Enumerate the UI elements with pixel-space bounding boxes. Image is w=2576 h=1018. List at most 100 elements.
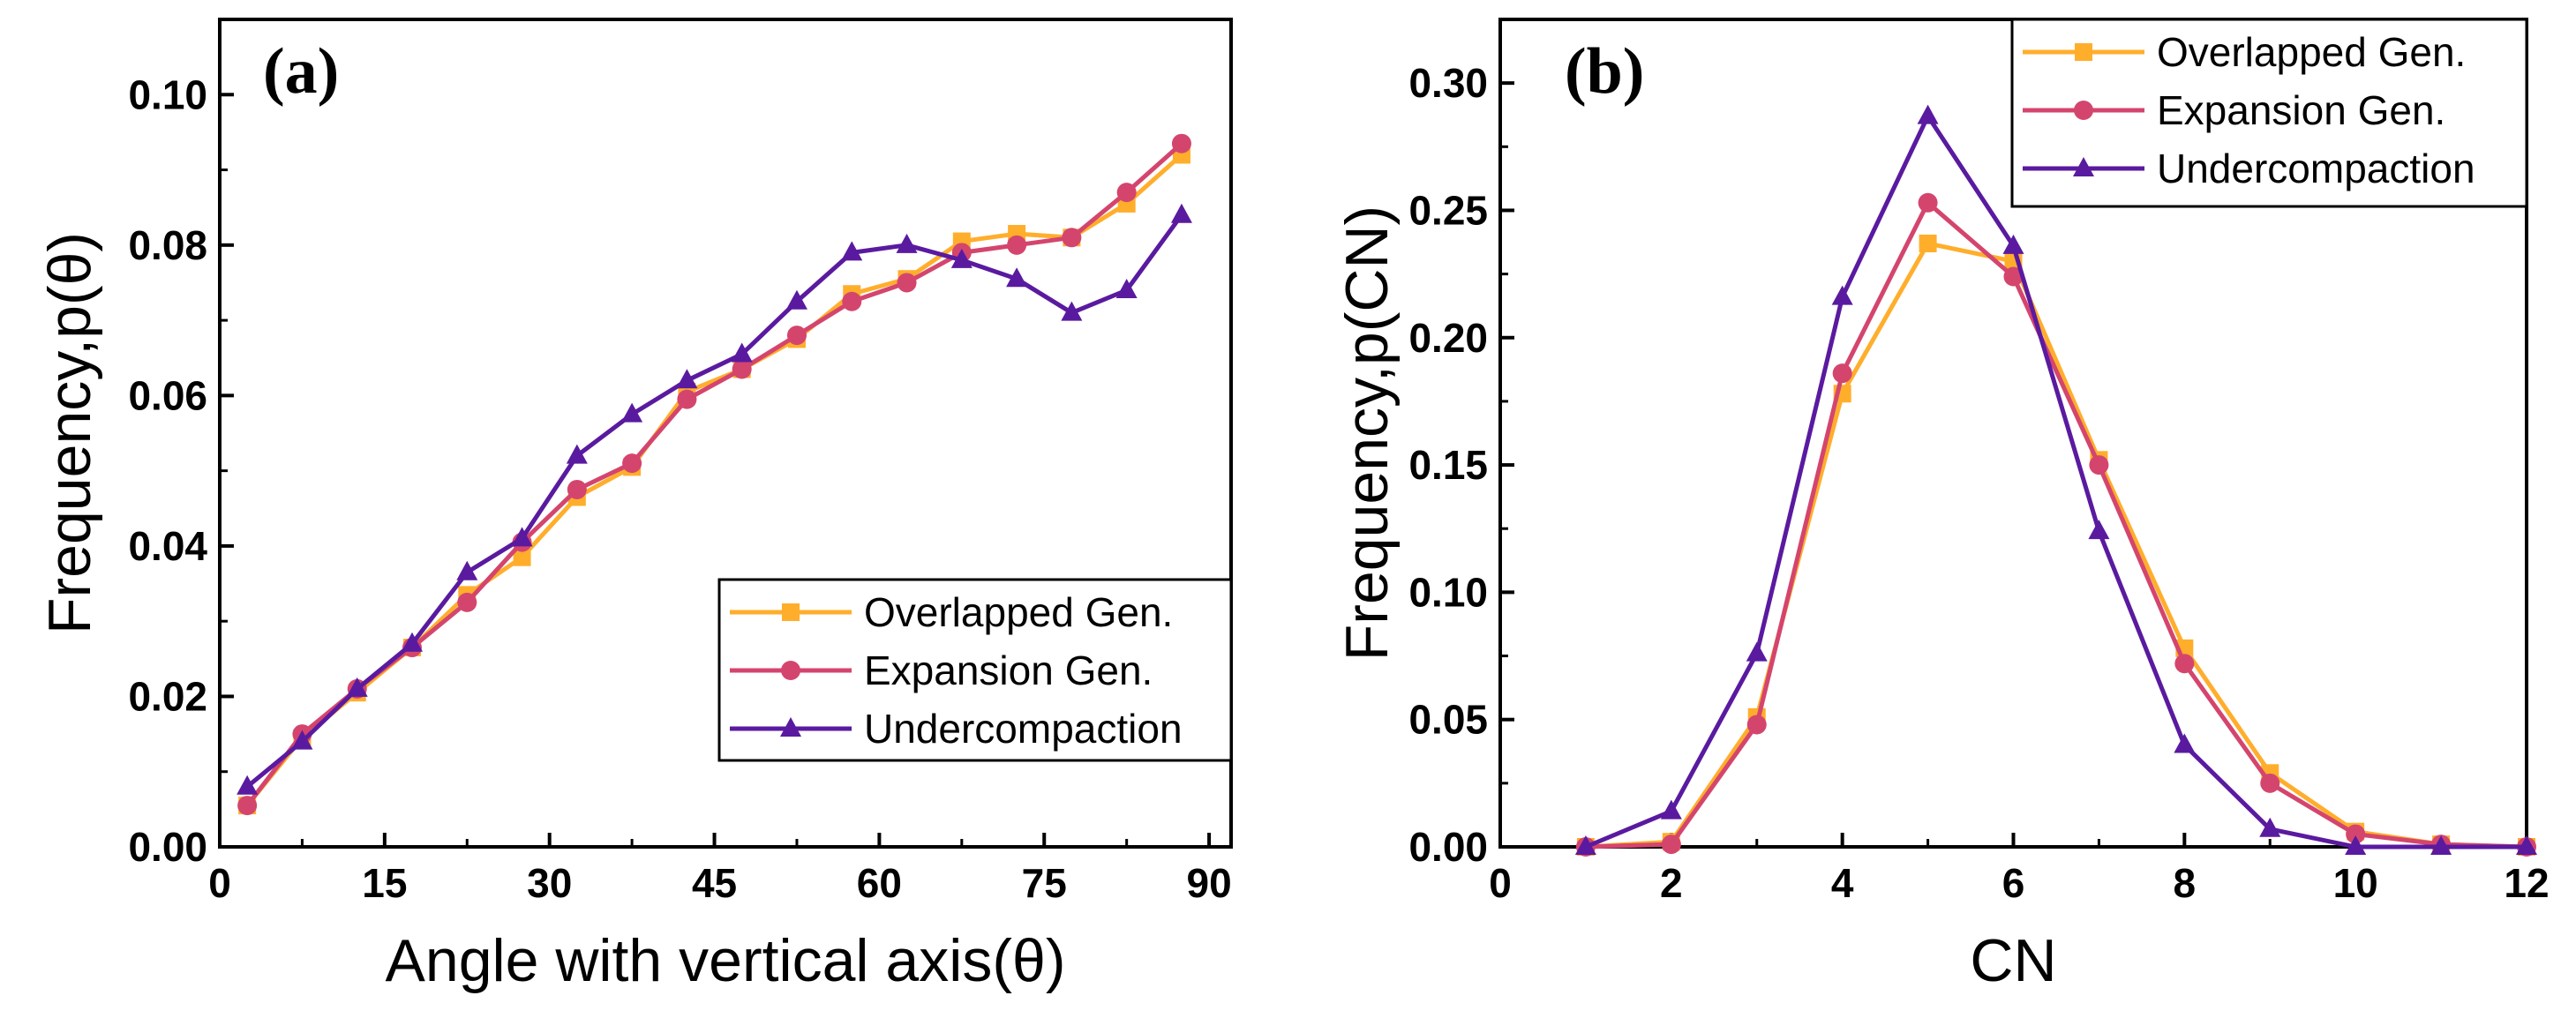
- x-tick-label: 60: [857, 860, 902, 906]
- y-tick-label: 0.02: [128, 673, 207, 719]
- data-point: [1171, 133, 1191, 153]
- legend-label: Overlapped Gen.: [2157, 29, 2466, 75]
- data-point: [1660, 799, 1682, 820]
- data-point: [1062, 228, 1082, 248]
- y-tick-label: 0.15: [1408, 442, 1488, 488]
- data-point: [401, 632, 423, 652]
- data-point: [291, 730, 313, 750]
- data-point: [1574, 835, 1596, 855]
- y-tick-label: 0.20: [1408, 315, 1488, 361]
- data-point: [950, 248, 973, 268]
- y-tick-label: 0.06: [128, 372, 207, 418]
- legend-marker: [781, 661, 800, 680]
- data-point: [785, 289, 807, 310]
- data-point: [346, 677, 368, 697]
- data-point: [2259, 817, 2281, 837]
- legend: Overlapped Gen. Expansion Gen. Undercompac…: [2010, 18, 2528, 208]
- data-point: [237, 796, 258, 816]
- panel-b: 0 2 4 6 8 10 12 0.00 0.05 0.10 0.15 0.20 0.25 0.30 CN F…: [1333, 18, 2550, 994]
- y-axis-label: Frequency,p(θ): [36, 232, 103, 634]
- data-point: [1007, 235, 1027, 255]
- data-point: [731, 342, 753, 363]
- data-point: [2345, 835, 2367, 855]
- data-point: [2089, 455, 2109, 475]
- x-tick-label: 12: [2504, 860, 2549, 906]
- data-point: [511, 527, 533, 547]
- data-point: [2002, 234, 2024, 254]
- data-point: [1006, 267, 1028, 288]
- x-tick-label: 0: [208, 860, 231, 906]
- x-tick-label: 6: [2002, 860, 2025, 906]
- data-point: [2174, 733, 2196, 753]
- plot-frame: [218, 18, 1233, 849]
- data-point: [732, 359, 752, 379]
- data-point: [1115, 278, 1138, 298]
- data-point: [896, 233, 918, 253]
- y-tick-label: 0.00: [1408, 824, 1488, 870]
- x-tick-label: 30: [527, 860, 572, 906]
- data-point: [567, 479, 587, 499]
- x-tick-label: 15: [362, 860, 407, 906]
- data-point: [2003, 266, 2024, 287]
- x-tick-label: 8: [2174, 860, 2197, 906]
- series-undercompaction: [1574, 104, 2537, 855]
- x-tick-label: 2: [1660, 860, 1683, 906]
- legend-marker: [2074, 101, 2093, 120]
- panel-a: 0 15 30 45 60 75 90 0.00 0.02 0.04 0.06 0.08 0.10 Ang…: [36, 18, 1233, 994]
- x-axis-label: CN: [1970, 927, 2056, 994]
- data-point: [2260, 773, 2280, 793]
- y-tick-label: 0.05: [1408, 697, 1488, 743]
- legend-marker: [2075, 43, 2092, 61]
- x-tick-label: 75: [1022, 860, 1067, 906]
- data-point: [456, 560, 478, 580]
- data-point: [1116, 183, 1137, 203]
- x-axis-label: Angle with vertical axis(θ): [386, 927, 1066, 994]
- data-point: [2088, 520, 2110, 540]
- legend-marker: [2073, 157, 2094, 176]
- legend-label: Expansion Gen.: [864, 647, 1153, 693]
- series-overlapped: [1576, 234, 2535, 856]
- series-undercompaction: [237, 203, 1192, 795]
- x-tick-label: 10: [2333, 860, 2378, 906]
- y-axis-label: Frequency,p(CN): [1333, 206, 1401, 661]
- legend-label: Expansion Gen.: [2157, 87, 2445, 133]
- data-point: [1919, 234, 1937, 252]
- y-tick-label: 0.30: [1408, 60, 1488, 106]
- legend-label: Undercompaction: [2157, 146, 2475, 191]
- legend-marker: [782, 603, 800, 621]
- data-point: [841, 241, 863, 261]
- y-tick-label: 0.10: [128, 71, 207, 117]
- data-point: [2174, 654, 2195, 674]
- data-point: [1661, 835, 1681, 855]
- data-point: [842, 291, 862, 311]
- legend: Overlapped Gen. Expansion Gen. Undercompac…: [717, 578, 1233, 762]
- data-point: [621, 402, 643, 423]
- series-line: [1584, 114, 2527, 850]
- panel-label: (a): [263, 35, 339, 108]
- y-tick-label: 0.25: [1408, 187, 1488, 233]
- data-point: [513, 548, 531, 566]
- y-tick-label: 0.10: [1408, 569, 1488, 615]
- data-point: [622, 453, 642, 474]
- series-line: [1585, 241, 2527, 850]
- data-point: [1061, 301, 1083, 321]
- data-point: [676, 369, 698, 389]
- data-point: [1746, 641, 1768, 662]
- data-point: [897, 273, 917, 293]
- x-tick-label: 90: [1187, 860, 1232, 906]
- x-tick-label: 45: [692, 860, 737, 906]
- data-point: [457, 592, 477, 612]
- data-point: [786, 326, 807, 346]
- data-point: [2430, 835, 2452, 855]
- x-tick-label: 0: [1489, 860, 1512, 906]
- data-point: [2516, 835, 2537, 855]
- data-point: [1918, 192, 1938, 213]
- x-tick-label: 4: [1831, 860, 1854, 906]
- data-point: [1831, 285, 1853, 305]
- series-expansion: [1575, 192, 2536, 857]
- panel-label: (b): [1565, 35, 1644, 108]
- y-tick-label: 0.04: [128, 523, 207, 569]
- legend-marker: [780, 717, 801, 737]
- data-point: [237, 775, 259, 795]
